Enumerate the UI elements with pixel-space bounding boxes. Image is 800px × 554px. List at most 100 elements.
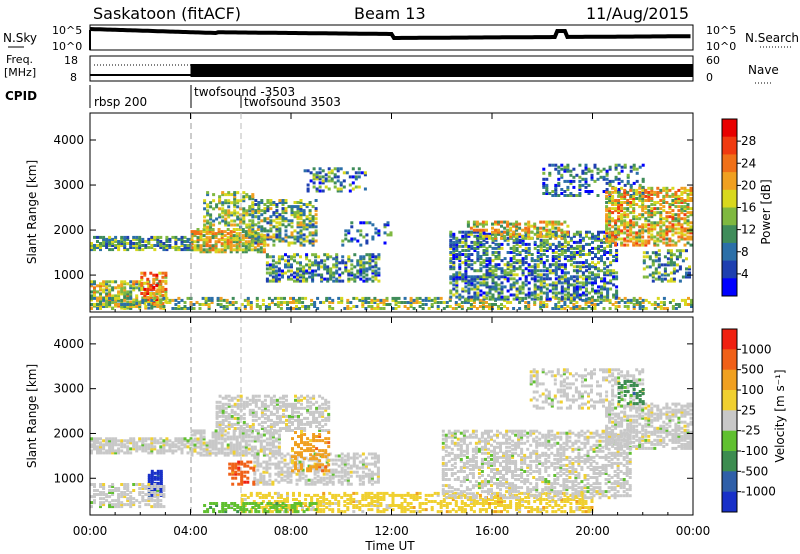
data-cell <box>183 235 187 239</box>
data-cell <box>250 232 254 236</box>
data-cell <box>288 429 291 432</box>
data-cell <box>644 229 648 233</box>
data-cell <box>518 261 522 265</box>
data-cell <box>235 234 239 238</box>
data-cell <box>278 427 282 430</box>
data-cell <box>464 244 468 248</box>
data-cell <box>469 226 473 230</box>
data-cell <box>578 281 582 285</box>
data-cell <box>632 235 636 239</box>
data-cell <box>362 269 366 273</box>
data-cell <box>336 189 340 193</box>
data-cell <box>557 234 561 238</box>
y-tick-label: 2000 <box>53 223 84 237</box>
data-cell <box>238 234 242 238</box>
data-cell <box>226 228 230 231</box>
data-cell <box>114 449 118 453</box>
data-cell <box>232 435 236 439</box>
data-cell <box>315 171 319 175</box>
data-cell <box>611 186 615 190</box>
data-cell <box>659 207 663 211</box>
data-cell <box>467 232 471 236</box>
data-cell <box>521 259 525 263</box>
data-cell <box>281 237 285 241</box>
data-cell <box>409 298 413 302</box>
data-cell <box>280 468 284 472</box>
data-cell <box>603 279 607 283</box>
data-cell <box>611 233 615 237</box>
data-cell <box>330 171 334 175</box>
data-cell <box>253 248 257 252</box>
data-cell <box>623 225 627 229</box>
data-cell <box>267 303 271 306</box>
data-cell <box>108 449 112 453</box>
data-cell <box>296 215 300 219</box>
data-cell <box>594 289 597 293</box>
data-cell <box>554 190 558 193</box>
data-cell <box>226 238 230 242</box>
data-cell <box>605 223 609 227</box>
data-cell <box>497 283 501 287</box>
data-cell <box>539 277 543 281</box>
data-cell <box>584 165 588 169</box>
data-cell <box>290 221 294 225</box>
data-cell <box>214 441 218 445</box>
data-cell <box>464 261 468 265</box>
data-cell <box>593 163 597 167</box>
data-cell <box>455 281 459 285</box>
data-cell <box>275 402 279 406</box>
data-cell <box>566 188 570 191</box>
data-cell <box>135 302 139 306</box>
data-cell <box>542 181 546 185</box>
data-cell <box>575 287 579 291</box>
data-cell <box>189 301 193 304</box>
data-cell <box>271 279 275 283</box>
data-cell <box>146 281 150 285</box>
data-cell <box>286 303 289 306</box>
data-cell <box>123 290 127 294</box>
data-cell <box>165 441 169 445</box>
data-cell <box>123 286 127 290</box>
data-cell <box>656 296 660 300</box>
data-cell <box>600 257 603 261</box>
data-cell <box>138 303 142 306</box>
data-cell <box>202 447 206 451</box>
data-cell <box>99 304 102 308</box>
data-cell <box>140 283 144 287</box>
data-cell <box>269 227 273 231</box>
data-cell <box>311 271 315 275</box>
data-cell <box>224 418 228 422</box>
data-cell <box>253 460 257 464</box>
data-cell <box>254 404 258 408</box>
data-cell <box>500 295 504 299</box>
data-cell <box>524 305 528 308</box>
data-cell <box>500 297 504 301</box>
data-cell <box>199 433 203 437</box>
data-cell <box>575 305 579 308</box>
data-cell <box>473 234 477 238</box>
data-cell <box>161 294 165 297</box>
data-cell <box>605 177 609 181</box>
data-cell <box>165 296 169 300</box>
data-cell <box>690 301 693 304</box>
data-cell <box>246 296 250 300</box>
data-cell <box>108 447 112 451</box>
data-cell <box>271 439 275 443</box>
data-cell <box>211 431 215 435</box>
data-cell <box>648 273 652 277</box>
data-cell <box>135 282 139 286</box>
data-cell <box>269 223 273 227</box>
data-cell <box>324 429 328 432</box>
data-cell <box>671 223 675 227</box>
data-cell <box>449 244 453 248</box>
data-cell <box>165 246 169 249</box>
data-cell <box>218 207 222 211</box>
data-cell <box>275 398 279 402</box>
data-cell <box>617 171 621 175</box>
data-cell <box>241 431 245 435</box>
data-cell <box>314 213 318 217</box>
data-cell <box>177 441 181 445</box>
data-cell <box>271 462 275 466</box>
data-cell <box>232 228 236 231</box>
data-cell <box>662 205 666 209</box>
